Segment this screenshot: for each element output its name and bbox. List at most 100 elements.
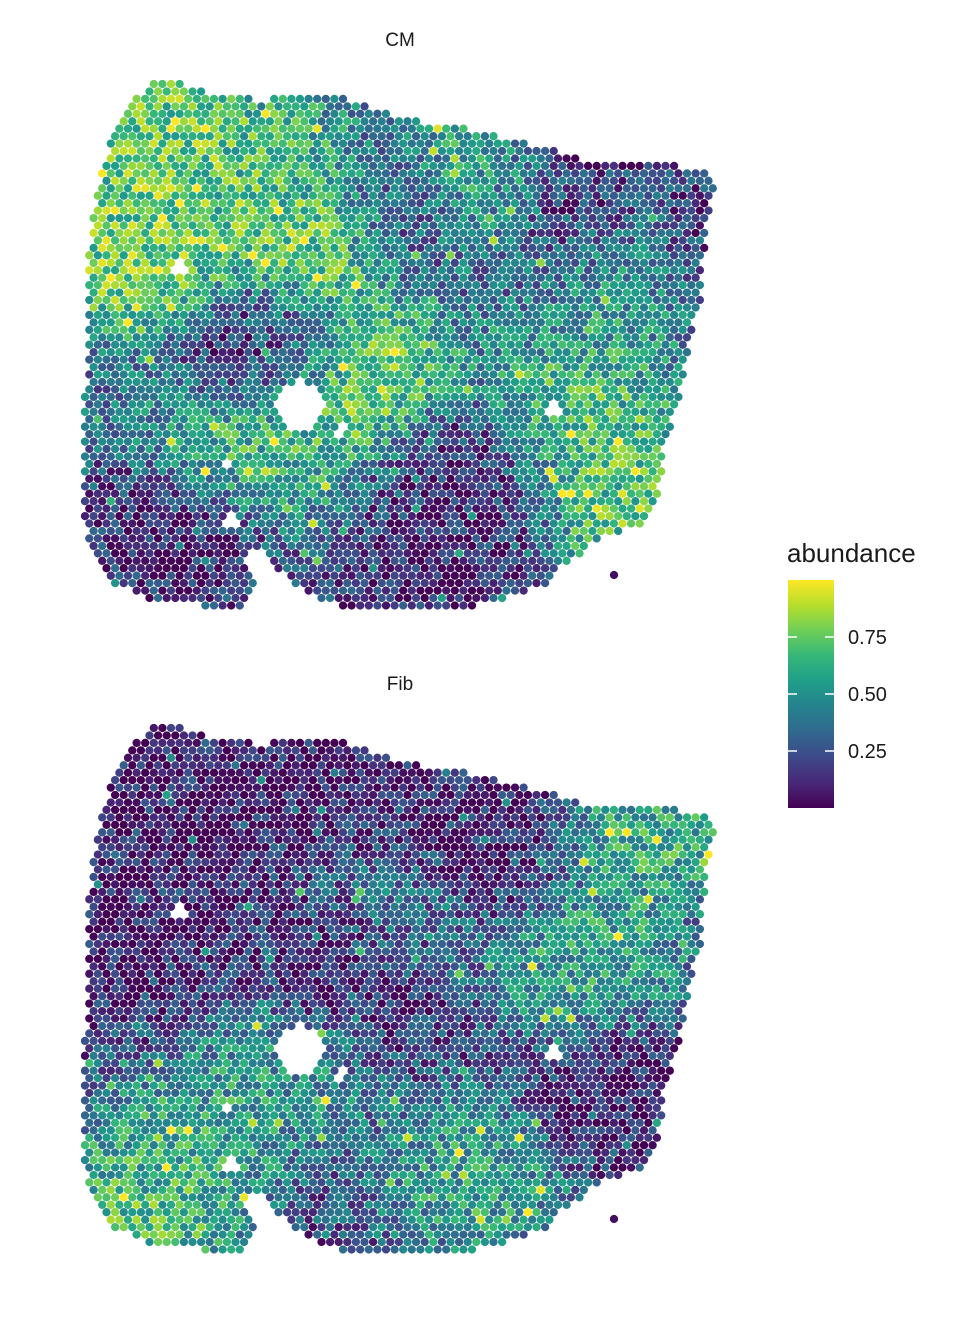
spot [687,221,696,230]
spot [261,407,270,416]
spot [510,273,520,282]
spot [674,169,683,178]
spot [390,318,399,327]
spot [248,206,257,215]
spot [536,437,545,446]
spot [411,385,421,394]
spot [347,348,356,357]
spot [480,385,490,394]
spot [330,258,339,267]
spot [373,318,382,327]
spot [472,489,481,498]
spot [420,400,429,409]
spot [575,400,584,409]
spot [476,452,485,461]
spot [489,835,498,844]
spot [93,206,103,215]
spot [265,295,275,305]
spot [545,199,554,208]
spot [141,511,150,521]
spot [145,176,154,185]
spot [308,310,318,320]
spot [325,549,335,558]
spot [218,318,227,327]
spot [162,87,171,96]
spot [566,251,576,260]
spot [678,176,687,185]
spot [463,310,472,320]
spot [192,184,201,193]
spot [549,489,558,498]
spot [136,221,146,230]
spot [119,775,128,785]
spot [510,556,520,565]
spot [201,467,210,476]
spot [665,392,674,402]
spot [149,392,158,402]
spot [485,348,494,357]
spot [227,392,236,402]
spot [566,280,576,290]
spot [562,213,571,223]
spot [635,444,644,454]
spot [205,820,214,829]
spot [493,169,502,178]
spot [674,228,683,238]
spot [343,176,352,185]
spot [119,429,128,439]
spot [429,236,438,245]
spot [528,828,537,837]
spot [132,452,141,461]
spot [433,228,442,238]
spot [291,370,300,379]
spot [368,790,378,800]
spot [407,586,416,595]
spot [596,199,606,208]
spot [295,199,305,208]
spot [669,325,679,334]
spot [282,161,292,171]
spot [416,586,425,595]
spot [545,497,554,506]
spot [330,184,339,193]
spot [390,213,399,223]
spot [149,109,158,118]
spot [549,835,558,844]
spot [394,534,404,543]
spot [347,768,356,777]
spot [313,556,322,565]
spot [661,429,670,439]
spot [399,586,408,595]
spot [433,273,442,282]
spot [562,154,571,163]
spot [480,459,490,469]
spot [132,213,141,223]
spot [523,280,533,290]
spot [601,161,610,171]
spot [287,783,296,792]
spot [270,556,279,565]
spot [377,820,386,829]
spot [364,154,373,163]
spot [652,370,662,379]
spot [85,519,94,528]
spot [618,459,627,469]
spot [347,753,356,762]
spot [510,154,520,163]
spot [308,761,318,770]
spot [239,355,249,364]
spot [596,184,606,193]
spot [635,805,644,815]
spot [209,541,219,551]
spot [205,444,214,454]
spot [540,429,550,439]
spot [141,94,150,104]
panel-cm-spots [80,79,717,610]
spot [282,564,292,573]
spot [648,497,657,506]
spot [411,519,421,528]
spot [364,392,373,402]
spot [390,184,399,193]
spot [523,385,533,394]
spot [313,362,322,372]
